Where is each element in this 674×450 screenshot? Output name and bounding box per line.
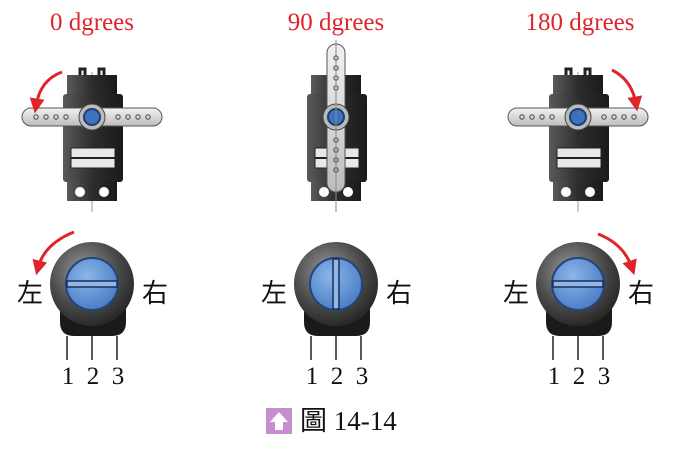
servo-0 <box>21 67 163 212</box>
servo-180 <box>507 67 649 212</box>
figure-caption: 圖 14-14 <box>266 406 397 436</box>
rotate-left-arrow-icon <box>32 230 75 276</box>
pot-right-label: 右 <box>142 279 168 308</box>
column-0-degrees: 0 dgrees <box>17 9 168 390</box>
pin-label-2: 2 <box>331 363 344 390</box>
pot-left-label: 左 <box>261 279 287 308</box>
pot-right-label: 右 <box>628 279 654 308</box>
potentiometer-180: 左 右 1 2 3 <box>503 232 654 390</box>
pot-left-label: 左 <box>503 279 529 308</box>
rotate-right-arrow-icon <box>597 232 637 276</box>
servo-bottom-tab <box>553 181 603 201</box>
pot-left-label: 左 <box>17 279 43 308</box>
angle-label-180: 180 dgrees <box>526 9 635 36</box>
angle-label-0: 0 dgrees <box>50 9 134 36</box>
pin-label-1: 1 <box>548 363 561 390</box>
pin-label-3: 3 <box>356 363 369 390</box>
up-arrow-icon <box>266 408 292 434</box>
pot-slot <box>552 280 604 288</box>
pin-label-3: 3 <box>598 363 611 390</box>
servo-90 <box>307 40 367 212</box>
servo-shaft <box>569 108 587 126</box>
pin-label-3: 3 <box>112 363 125 390</box>
pin-label-2: 2 <box>87 363 100 390</box>
pin-label-2: 2 <box>573 363 586 390</box>
rotate-right-arrow-icon <box>611 68 643 112</box>
potentiometer-90: 左 右 1 2 3 <box>261 242 412 390</box>
caption-text: 圖 14-14 <box>300 406 397 436</box>
column-180-degrees: 180 dgrees <box>503 9 654 390</box>
pot-slot <box>66 280 118 288</box>
pin-label-1: 1 <box>306 363 319 390</box>
pot-right-label: 右 <box>386 279 412 308</box>
column-90-degrees: 90 dgrees 左 右 <box>261 9 412 390</box>
servo-shaft <box>83 108 101 126</box>
pot-slot <box>332 258 340 310</box>
servo-top-tab <box>553 75 603 95</box>
potentiometer-0: 左 右 1 2 3 <box>17 230 168 390</box>
angle-label-90: 90 dgrees <box>288 9 385 36</box>
servo-top-tab <box>67 75 117 95</box>
pin-label-1: 1 <box>62 363 75 390</box>
rotate-left-arrow-icon <box>29 70 63 114</box>
servo-bottom-tab <box>67 181 117 201</box>
